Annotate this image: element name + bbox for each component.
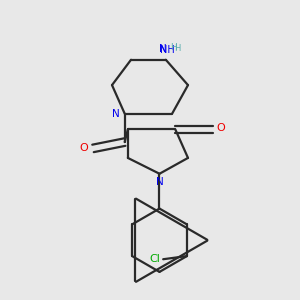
Text: N: N <box>112 109 120 118</box>
Text: N: N <box>159 44 167 54</box>
Text: H: H <box>171 43 177 52</box>
Text: H: H <box>174 44 180 53</box>
Text: Cl: Cl <box>149 254 160 264</box>
Text: O: O <box>80 143 88 153</box>
Text: N: N <box>156 177 164 187</box>
Text: O: O <box>217 123 225 133</box>
Text: NH: NH <box>160 45 175 55</box>
